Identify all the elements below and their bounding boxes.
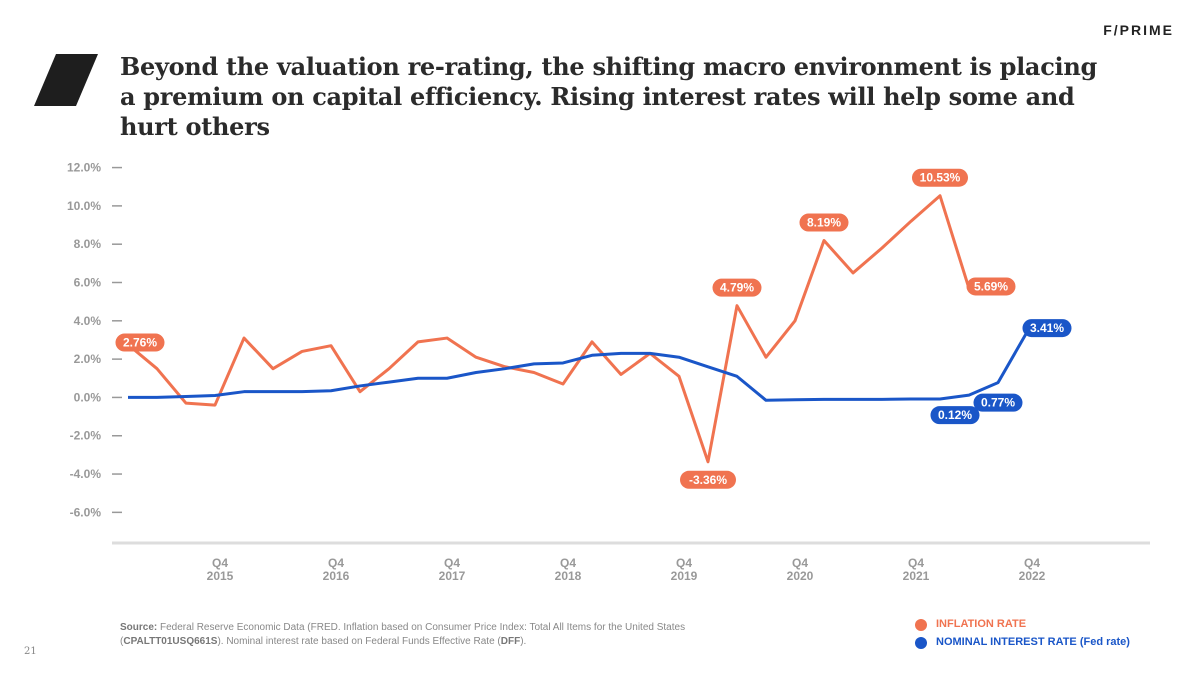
y-tick-label: -2.0%: [70, 429, 102, 443]
label-pill: [973, 393, 1023, 412]
x-tick-label: Q4 2015: [206, 556, 234, 583]
y-tick-label: 10.0%: [67, 199, 101, 213]
data-label-text: 0.12%: [938, 408, 972, 422]
source-part: Federal Reserve Economic Data (FRED. Inf…: [120, 622, 686, 647]
label-pill: [115, 333, 165, 352]
data-label: -3.36%: [680, 470, 736, 489]
data-label-text: 8.19%: [807, 216, 841, 230]
page-number: 21: [24, 646, 37, 657]
y-tick-label: 6.0%: [74, 276, 102, 290]
logo-shape: [34, 54, 98, 106]
y-tick-label: 2.0%: [74, 352, 102, 366]
x-tick-label: Q4 2020: [786, 556, 814, 583]
brand-logo: F/PRIME: [1103, 22, 1174, 38]
x-tick-label: Q4 2017: [438, 556, 466, 583]
label-pill: [712, 278, 762, 297]
data-label-text: 10.53%: [920, 171, 961, 185]
y-tick-label: 4.0%: [74, 314, 102, 328]
data-label-text: 2.76%: [123, 336, 157, 350]
data-label: 0.12%: [930, 406, 980, 425]
legend-swatch: [915, 637, 927, 649]
label-pill: [930, 406, 980, 425]
data-label: 2.76%: [115, 333, 165, 352]
y-tick-label: -6.0%: [70, 505, 102, 519]
legend-label: NOMINAL INTEREST RATE (Fed rate): [936, 636, 1130, 648]
y-tick-label: 8.0%: [74, 237, 102, 251]
y-tick-label: 12.0%: [67, 161, 101, 175]
data-label: 3.41%: [1022, 319, 1072, 338]
data-label-text: -3.36%: [689, 473, 727, 487]
data-label-text: 3.41%: [1030, 321, 1064, 335]
source-part: Source:: [120, 622, 158, 633]
legend-swatch: [915, 619, 927, 631]
data-label-text: 0.77%: [981, 396, 1015, 410]
label-pill: [680, 470, 736, 489]
legend-label: INFLATION RATE: [936, 618, 1027, 630]
data-line: [127, 194, 971, 464]
data-label: 8.19%: [799, 213, 849, 232]
source-note: Source: Federal Reserve Economic Data (F…: [120, 621, 700, 649]
x-tick-label: Q4 2019: [670, 556, 698, 583]
source-part: ). Nominal interest rate based on Federa…: [217, 636, 501, 647]
data-label: 10.53%: [912, 168, 968, 187]
data-line: [128, 331, 1029, 402]
label-pill: [912, 168, 968, 187]
x-tick-label: Q4 2018: [554, 556, 582, 583]
data-label: 4.79%: [712, 278, 762, 297]
data-label-text: 5.69%: [974, 279, 1008, 293]
x-tick-label: Q4 2021: [902, 556, 930, 583]
label-pill: [1022, 319, 1072, 338]
x-tick-label: Q4 2016: [322, 556, 350, 583]
data-label: 5.69%: [966, 277, 1016, 296]
chart: -6.0% -4.0% -2.0% 0.0% 2.0% 4.0% 6.0% 8.0% 10.0%…: [67, 161, 1150, 545]
source-part: ).: [520, 636, 527, 647]
label-pill: [799, 213, 849, 232]
source-part: DFF: [500, 636, 521, 647]
label-pill: [966, 277, 1016, 296]
y-tick-label: -4.0%: [70, 467, 102, 481]
y-tick-label: 0.0%: [74, 390, 102, 404]
data-label-text: 4.79%: [720, 281, 754, 295]
source-part: CPALTT01USQ661S: [123, 636, 218, 647]
data-label: 0.77%: [973, 393, 1023, 412]
x-tick-label: Q4 2022: [1018, 556, 1046, 583]
slide-title: Beyond the valuation re-rating, the shif…: [120, 52, 1097, 141]
